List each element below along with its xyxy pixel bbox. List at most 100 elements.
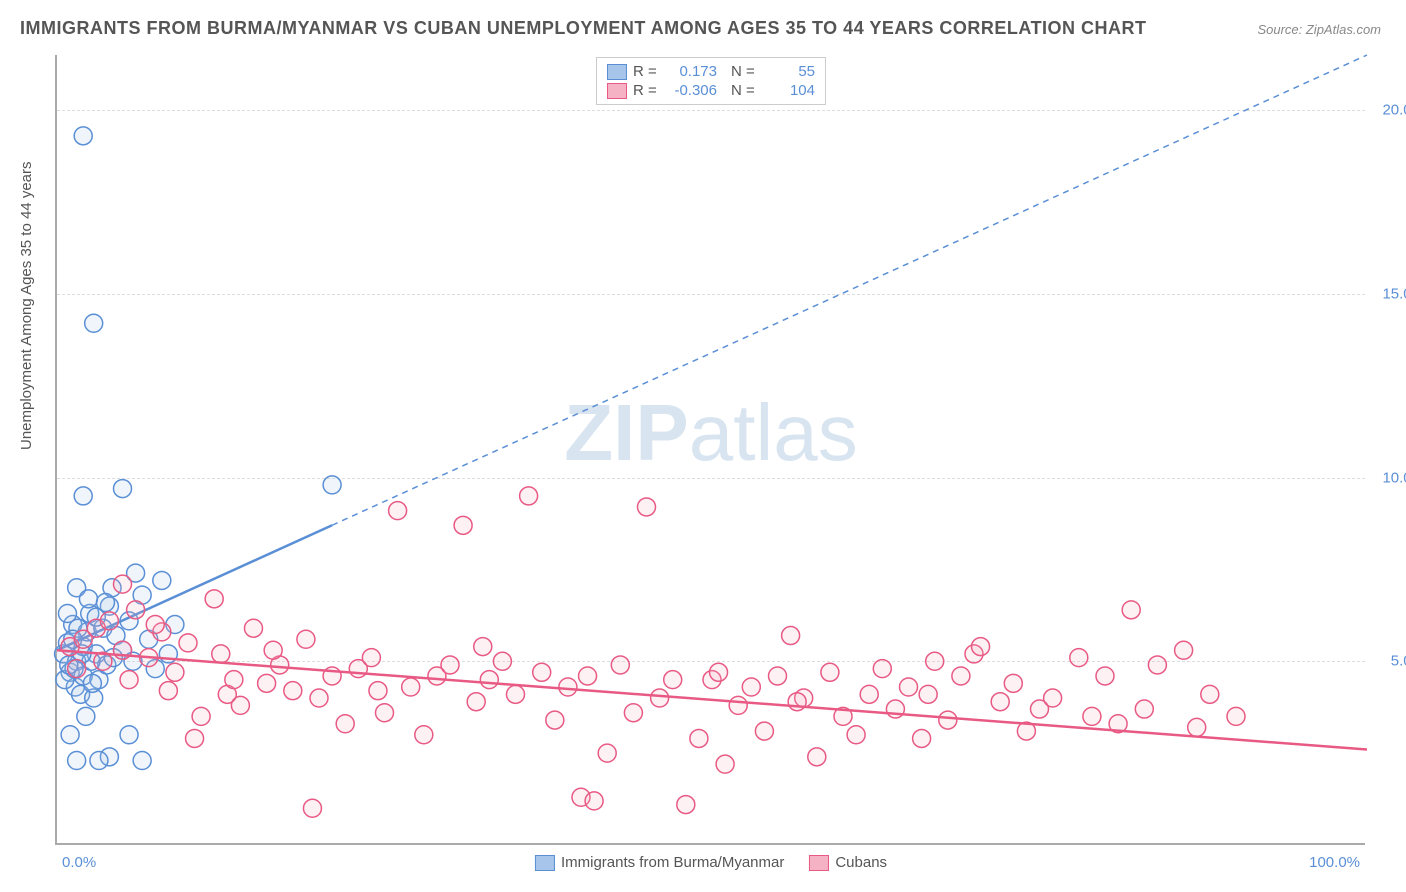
chart-container: IMMIGRANTS FROM BURMA/MYANMAR VS CUBAN U… [0, 0, 1406, 892]
scatter-point-cubans [972, 638, 990, 656]
legend-correlation-row: R = 0.173 N = 55 [607, 62, 815, 81]
scatter-point-cubans [415, 726, 433, 744]
scatter-point-cubans [467, 693, 485, 711]
legend-swatch [535, 855, 555, 871]
scatter-point-cubans [114, 575, 132, 593]
scatter-point-cubans [651, 689, 669, 707]
scatter-point-cubans [900, 678, 918, 696]
scatter-point-cubans [389, 502, 407, 520]
legend-n-value: 104 [765, 82, 815, 99]
legend-swatch [607, 64, 627, 80]
scatter-point-cubans [146, 616, 164, 634]
scatter-point-cubans [1070, 649, 1088, 667]
y-tick-label: 5.0% [1370, 653, 1406, 670]
scatter-point-cubans [205, 590, 223, 608]
scatter-point-cubans [913, 729, 931, 747]
y-tick-label: 15.0% [1370, 285, 1406, 302]
legend-swatch [809, 855, 829, 871]
scatter-point-burma [96, 593, 114, 611]
scatter-point-cubans [336, 715, 354, 733]
legend-series-item: Immigrants from Burma/Myanmar [535, 854, 784, 871]
scatter-point-cubans [638, 498, 656, 516]
scatter-point-cubans [441, 656, 459, 674]
scatter-point-cubans [264, 641, 282, 659]
scatter-point-burma [323, 476, 341, 494]
legend-series-item: Cubans [809, 854, 887, 871]
scatter-point-cubans [546, 711, 564, 729]
scatter-point-cubans [847, 726, 865, 744]
scatter-point-cubans [1004, 674, 1022, 692]
scatter-point-cubans [127, 601, 145, 619]
legend-series-label: Cubans [835, 854, 887, 871]
legend-swatch [607, 83, 627, 99]
scatter-point-cubans [860, 685, 878, 703]
x-axis-min-label: 0.0% [62, 854, 96, 871]
source-attribution: Source: ZipAtlas.com [1257, 22, 1381, 37]
scatter-point-cubans [729, 696, 747, 714]
scatter-point-cubans [100, 612, 118, 630]
legend-correlation-box: R =0.173N =55R =-0.306N =104 [596, 57, 826, 105]
scatter-point-burma [85, 314, 103, 332]
scatter-point-cubans [284, 682, 302, 700]
scatter-svg [57, 55, 1365, 843]
scatter-point-cubans [159, 682, 177, 700]
scatter-point-burma [133, 751, 151, 769]
scatter-point-burma [74, 127, 92, 145]
scatter-point-cubans [225, 671, 243, 689]
scatter-point-cubans [611, 656, 629, 674]
scatter-point-cubans [991, 693, 1009, 711]
scatter-point-cubans [310, 689, 328, 707]
scatter-point-cubans [376, 704, 394, 722]
scatter-point-cubans [507, 685, 525, 703]
scatter-point-cubans [919, 685, 937, 703]
scatter-point-cubans [166, 663, 184, 681]
y-tick-label: 20.0% [1370, 102, 1406, 119]
scatter-point-cubans [179, 634, 197, 652]
scatter-point-cubans [690, 729, 708, 747]
scatter-point-cubans [710, 663, 728, 681]
scatter-point-cubans [716, 755, 734, 773]
scatter-point-cubans [1188, 718, 1206, 736]
scatter-point-cubans [362, 649, 380, 667]
legend-r-label: R = [633, 63, 661, 80]
scatter-point-cubans [1044, 689, 1062, 707]
legend-series: Immigrants from Burma/Myanmar Cubans [535, 854, 887, 871]
legend-n-label: N = [731, 82, 759, 99]
legend-correlation-row: R =-0.306N =104 [607, 81, 815, 100]
scatter-point-cubans [742, 678, 760, 696]
scatter-point-cubans [1148, 656, 1166, 674]
scatter-point-cubans [258, 674, 276, 692]
scatter-point-cubans [808, 748, 826, 766]
scatter-point-cubans [598, 744, 616, 762]
legend-r-value: 0.173 [667, 63, 717, 80]
scatter-point-cubans [585, 792, 603, 810]
scatter-point-cubans [192, 707, 210, 725]
scatter-point-cubans [1096, 667, 1114, 685]
legend-r-label: R = [633, 82, 661, 99]
scatter-point-cubans [677, 796, 695, 814]
y-tick-label: 10.0% [1370, 469, 1406, 486]
scatter-point-burma [153, 571, 171, 589]
scatter-point-cubans [559, 678, 577, 696]
legend-n-label: N = [731, 63, 759, 80]
y-axis-label: Unemployment Among Ages 35 to 44 years [18, 161, 35, 450]
scatter-point-burma [68, 751, 86, 769]
scatter-point-cubans [1083, 707, 1101, 725]
scatter-point-cubans [520, 487, 538, 505]
scatter-point-cubans [782, 627, 800, 645]
x-axis-max-label: 100.0% [1309, 854, 1360, 871]
scatter-point-cubans [68, 660, 86, 678]
legend-n-value: 55 [765, 63, 815, 80]
scatter-point-cubans [533, 663, 551, 681]
scatter-point-cubans [873, 660, 891, 678]
scatter-point-cubans [1122, 601, 1140, 619]
scatter-point-cubans [212, 645, 230, 663]
scatter-point-cubans [402, 678, 420, 696]
scatter-point-cubans [1175, 641, 1193, 659]
scatter-point-burma [83, 674, 101, 692]
scatter-point-burma [77, 707, 95, 725]
scatter-point-cubans [821, 663, 839, 681]
scatter-point-cubans [1201, 685, 1219, 703]
scatter-point-cubans [231, 696, 249, 714]
scatter-point-cubans [769, 667, 787, 685]
